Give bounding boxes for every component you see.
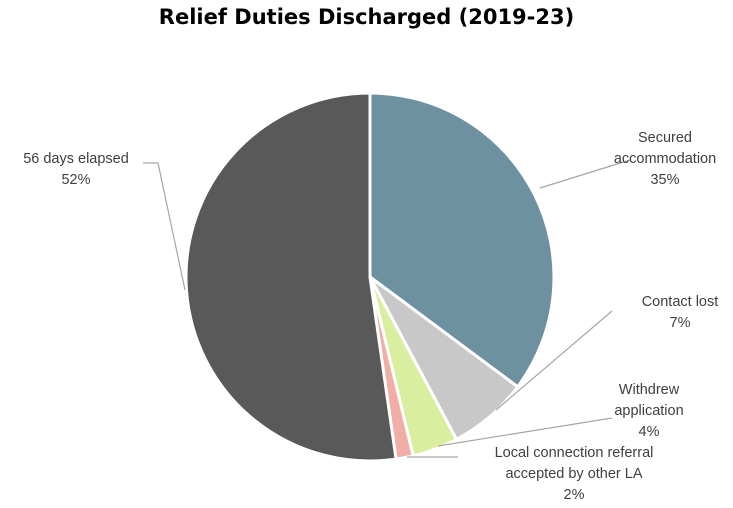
data-label-percent: 4% [639, 424, 660, 440]
pie-slices [184, 91, 556, 463]
leader-line-2 [437, 417, 613, 447]
data-label-4: 56 days elapsed 52% [23, 151, 129, 188]
data-label-2: Withdrew application 4% [614, 382, 683, 440]
pie-slice-0 [368, 91, 556, 389]
data-label-3: Local connection referral accepted by oth… [495, 445, 654, 503]
data-label-percent: 35% [650, 172, 679, 188]
data-label-line: Withdrew [619, 382, 680, 398]
data-label-0: Secured accommodation 35% [614, 130, 716, 188]
data-label-line: Secured [638, 130, 692, 146]
leader-line-4 [143, 162, 186, 291]
leader-lines [143, 159, 631, 458]
data-label-percent: 7% [670, 315, 691, 331]
data-label-percent: 52% [61, 172, 90, 188]
data-label-line: application [614, 403, 683, 419]
leader-line-1 [495, 310, 613, 411]
data-labels: Secured accommodation 35% Contact lost 7% Wit… [23, 130, 718, 503]
leader-line-0 [539, 159, 631, 189]
data-label-line: 56 days elapsed [23, 151, 129, 167]
data-label-percent: 2% [564, 487, 585, 503]
data-label-line: accepted by other LA [505, 466, 642, 482]
pie-slice-4 [184, 91, 398, 463]
data-label-line: Contact lost [642, 294, 719, 310]
data-label-line: Local connection referral [495, 445, 654, 461]
data-label-line: accommodation [614, 151, 716, 167]
data-label-1: Contact lost 7% [642, 294, 719, 331]
chart-title: Relief Duties Discharged (2019-23) [158, 5, 575, 29]
